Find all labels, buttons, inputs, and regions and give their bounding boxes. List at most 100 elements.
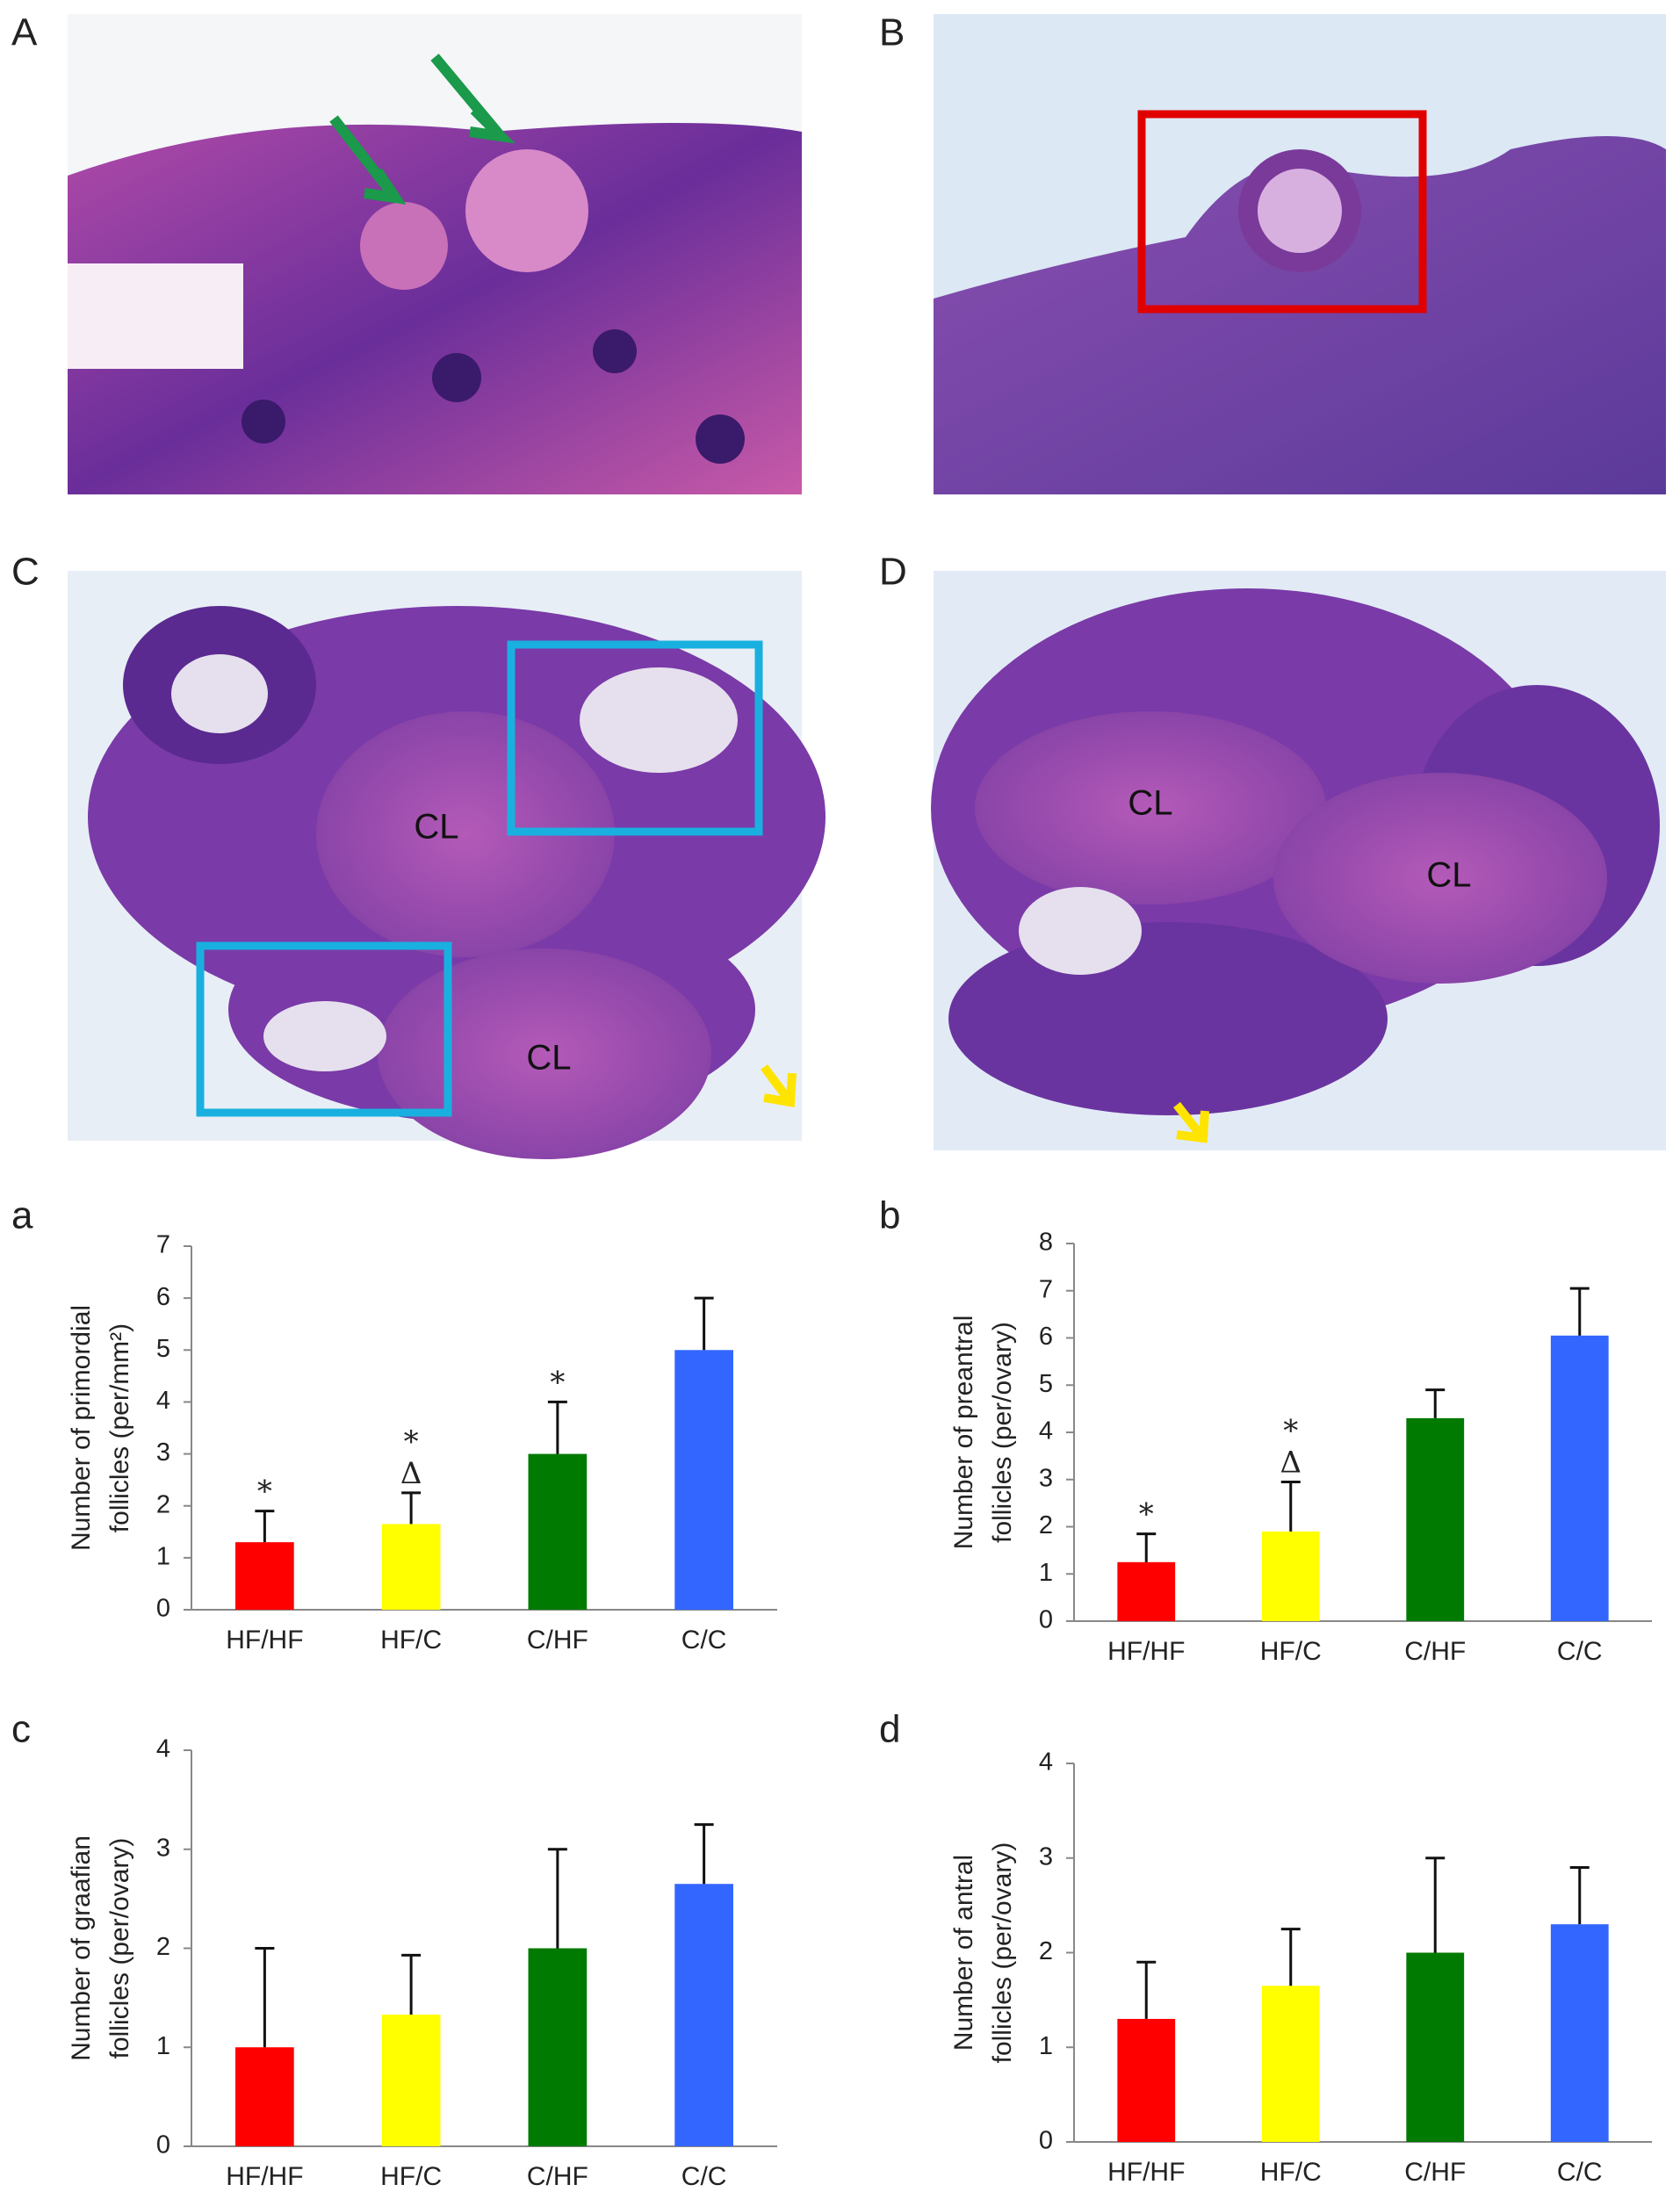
y-tick-label: 0 [1039, 1606, 1053, 1634]
y-axis-label: Number of antral [949, 1855, 978, 2051]
bar [1117, 2018, 1176, 2142]
x-tick-label: C/C [681, 1626, 727, 1655]
y-axis-label: Number of primordial [67, 1305, 96, 1551]
panel-label: c [11, 1708, 31, 1751]
x-tick-label: HF/HF [1107, 1637, 1185, 1666]
y-axis-label: follicles (per/ovary) [105, 1838, 134, 2059]
x-tick-label: C/HF [527, 1626, 588, 1655]
region-label: CL [526, 1039, 571, 1078]
y-axis-label: Number of graafian [67, 1835, 96, 2061]
y-tick-label: 3 [156, 1834, 170, 1862]
panel-label: C [11, 551, 40, 594]
significance-mark: * [550, 1365, 565, 1400]
x-tick-label: HF/HF [1107, 2158, 1185, 2187]
bar [1117, 1561, 1176, 1621]
error-bar [255, 1947, 275, 2048]
bar [235, 1542, 294, 1610]
bar [1550, 1924, 1609, 2142]
panel-label: d [879, 1708, 900, 1751]
y-axis-label: Number of preantral [949, 1316, 978, 1550]
bar [1406, 1417, 1465, 1621]
x-tick-label: C/C [681, 2162, 727, 2191]
bar [674, 1350, 733, 1610]
error-bar [694, 1823, 714, 1885]
bar [381, 1524, 441, 1610]
y-tick-label: 5 [1039, 1370, 1053, 1398]
y-tick-label: 1 [156, 2032, 170, 2060]
x-tick-label: C/HF [1404, 2158, 1466, 2187]
error-bar [1569, 1866, 1590, 1925]
significance-mark: * [257, 1474, 272, 1510]
y-axis-label: follicles (per/mm²) [105, 1323, 134, 1532]
x-tick-label: HF/C [380, 1626, 442, 1655]
y-tick-label: 4 [156, 1735, 170, 1763]
y-tick-label: 0 [156, 2131, 170, 2159]
y-tick-label: 4 [1039, 1748, 1053, 1777]
y-tick-label: 2 [156, 1933, 170, 1961]
bar [1406, 1952, 1465, 2142]
x-tick-label: HF/HF [226, 1626, 303, 1655]
x-tick-label: C/C [1557, 1637, 1603, 1666]
error-bar [1425, 1388, 1446, 1418]
x-tick-label: C/HF [527, 2162, 588, 2191]
y-tick-label: 2 [1039, 1511, 1053, 1539]
x-tick-label: HF/HF [226, 2162, 303, 2191]
bar [1261, 1986, 1320, 2142]
error-bar [401, 1491, 422, 1525]
bar [235, 2047, 294, 2146]
error-bar [1136, 1532, 1157, 1562]
significance-mark: Δ [1280, 1445, 1301, 1480]
y-tick-label: 8 [1039, 1229, 1053, 1257]
y-tick-label: 4 [1039, 1417, 1053, 1446]
error-bar [1425, 1857, 1446, 1953]
error-bar [547, 1848, 567, 1949]
y-tick-label: 7 [1039, 1275, 1053, 1303]
error-bar [1136, 1960, 1157, 2019]
error-bar [547, 1400, 567, 1454]
y-tick-label: 2 [1039, 1937, 1053, 1965]
micrograph-a [68, 14, 802, 494]
y-tick-label: 1 [1039, 1559, 1053, 1587]
region-label: CL [1128, 784, 1172, 823]
error-bar [255, 1510, 275, 1543]
significance-mark: * [1283, 1413, 1298, 1448]
bar [1261, 1531, 1320, 1621]
panel-label: b [879, 1194, 900, 1237]
y-tick-label: 1 [1039, 2032, 1053, 2060]
y-tick-label: 3 [1039, 1842, 1053, 1871]
panel-label: D [879, 551, 907, 594]
bar [528, 1453, 588, 1610]
bar [381, 2015, 441, 2146]
y-tick-label: 6 [156, 1283, 170, 1311]
y-tick-label: 3 [1039, 1464, 1053, 1492]
y-tick-label: 5 [156, 1335, 170, 1363]
y-tick-label: 2 [156, 1490, 170, 1518]
significance-mark: Δ [400, 1456, 422, 1491]
y-axis-label: follicles (per/ovary) [988, 1842, 1017, 2064]
y-axis-label: follicles (per/ovary) [988, 1322, 1017, 1543]
error-bar [1280, 1480, 1301, 1532]
error-bar [401, 1953, 422, 2015]
region-label: CL [414, 808, 458, 847]
y-tick-label: 3 [156, 1438, 170, 1467]
y-tick-label: 6 [1039, 1323, 1053, 1351]
bar [1550, 1335, 1609, 1621]
x-tick-label: HF/C [380, 2162, 442, 2191]
error-bar [694, 1296, 714, 1351]
panel-label: a [11, 1194, 33, 1237]
y-tick-label: 1 [156, 1543, 170, 1571]
error-bar [1569, 1287, 1590, 1336]
region-label: CL [1426, 856, 1471, 895]
significance-mark: * [404, 1424, 419, 1460]
y-tick-label: 4 [156, 1387, 170, 1415]
micrograph-b [934, 14, 1666, 494]
x-tick-label: C/HF [1404, 1637, 1466, 1666]
error-bar [1280, 1928, 1301, 1986]
micrograph-d [931, 571, 1666, 1150]
y-tick-label: 7 [156, 1231, 170, 1259]
panel-label: B [879, 11, 905, 54]
y-tick-label: 0 [1039, 2127, 1053, 2155]
x-tick-label: HF/C [1260, 2158, 1322, 2187]
x-tick-label: HF/C [1260, 1637, 1322, 1666]
